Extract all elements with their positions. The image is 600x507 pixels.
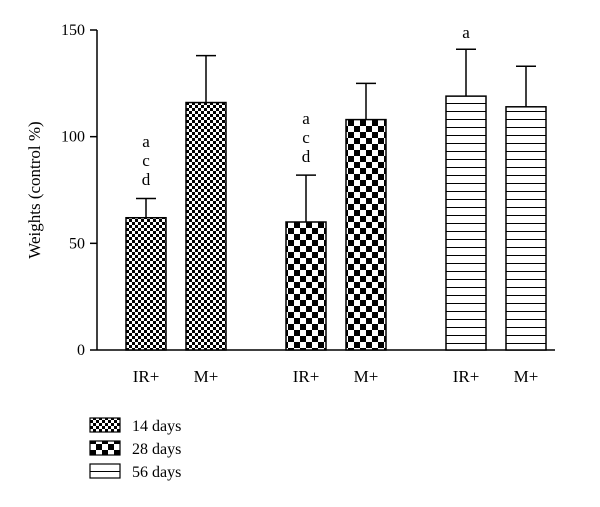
bar (345, 118, 387, 351)
legend-item: 56 days (89, 463, 181, 481)
bar-group (185, 54, 227, 351)
significance-label: c (302, 128, 310, 147)
bar (125, 216, 167, 351)
significance-label: a (462, 23, 470, 42)
y-axis-label: Weights (control %) (25, 121, 44, 258)
significance-label: c (142, 151, 150, 170)
bar-group (505, 65, 547, 351)
legend-swatch (89, 463, 121, 479)
legend-swatch (89, 417, 121, 433)
bar-group: acd (125, 132, 167, 351)
x-axis: IR+ M+ IR+ M+ IR+ M+ (97, 349, 555, 386)
significance-label: d (142, 170, 151, 189)
bar (505, 106, 547, 351)
legend-label: 14 days (132, 418, 181, 435)
x-tick-label: M+ (354, 367, 379, 386)
x-tick-label: IR+ (293, 367, 320, 386)
legend: 14 days 28 days 56 days (89, 417, 181, 481)
y-axis: 0 50 100 150 (61, 22, 98, 359)
bar (285, 221, 327, 351)
y-tick-label: 150 (61, 22, 85, 39)
legend-swatch (89, 440, 121, 456)
bar-group: acd (285, 109, 327, 351)
bar-group (345, 82, 387, 351)
x-tick-label: IR+ (453, 367, 480, 386)
x-tick-label: IR+ (133, 367, 160, 386)
x-tick-label: M+ (194, 367, 219, 386)
significance-label: a (142, 132, 150, 151)
y-tick-label: 0 (77, 342, 85, 359)
bar (185, 101, 227, 351)
significance-label: d (302, 147, 311, 166)
legend-label: 28 days (132, 441, 181, 458)
legend-item: 28 days (89, 440, 181, 458)
significance-label: a (302, 109, 310, 128)
legend-label: 56 days (132, 464, 181, 481)
bar (445, 95, 487, 351)
x-tick-label: M+ (514, 367, 539, 386)
y-tick-label: 50 (69, 235, 85, 252)
legend-item: 14 days (89, 417, 181, 435)
y-tick-label: 100 (61, 129, 85, 146)
bar-group: a (445, 23, 487, 351)
